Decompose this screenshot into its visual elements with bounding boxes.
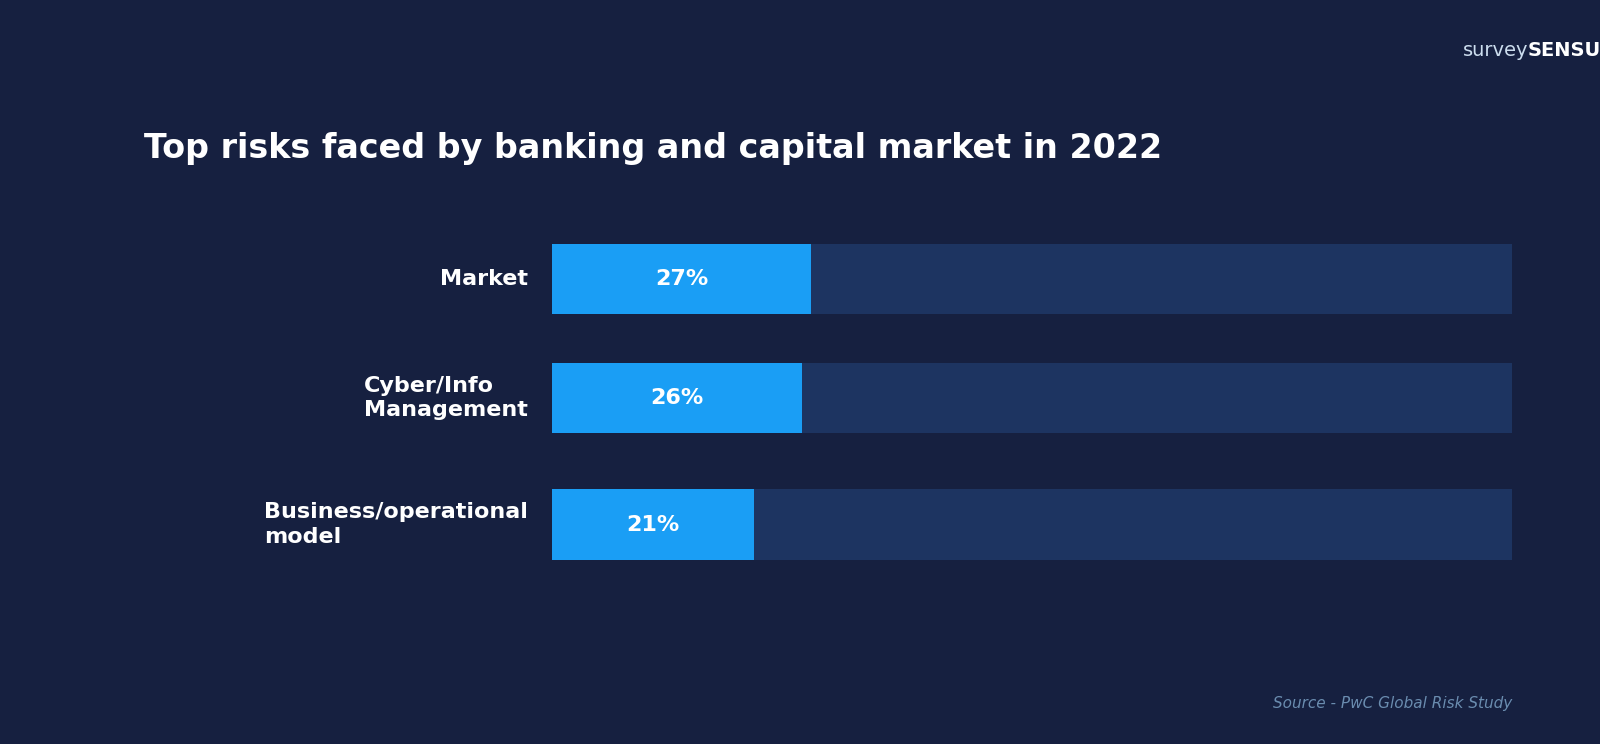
Text: Cyber/Info
Management: Cyber/Info Management bbox=[365, 376, 528, 420]
Text: Top risks faced by banking and capital market in 2022: Top risks faced by banking and capital m… bbox=[144, 132, 1162, 165]
Text: Market: Market bbox=[440, 269, 528, 289]
FancyBboxPatch shape bbox=[552, 490, 1512, 559]
FancyBboxPatch shape bbox=[552, 362, 802, 433]
Text: 27%: 27% bbox=[654, 269, 709, 289]
FancyBboxPatch shape bbox=[552, 244, 811, 314]
Text: 21%: 21% bbox=[626, 515, 680, 534]
Text: Source - PwC Global Risk Study: Source - PwC Global Risk Study bbox=[1272, 696, 1512, 711]
Text: 26%: 26% bbox=[650, 388, 704, 408]
Text: Business/operational
model: Business/operational model bbox=[264, 502, 528, 547]
FancyBboxPatch shape bbox=[552, 362, 1512, 433]
Text: SENSUM: SENSUM bbox=[1528, 41, 1600, 60]
FancyBboxPatch shape bbox=[552, 244, 1512, 314]
Text: survey: survey bbox=[1462, 41, 1528, 60]
FancyBboxPatch shape bbox=[552, 490, 754, 559]
